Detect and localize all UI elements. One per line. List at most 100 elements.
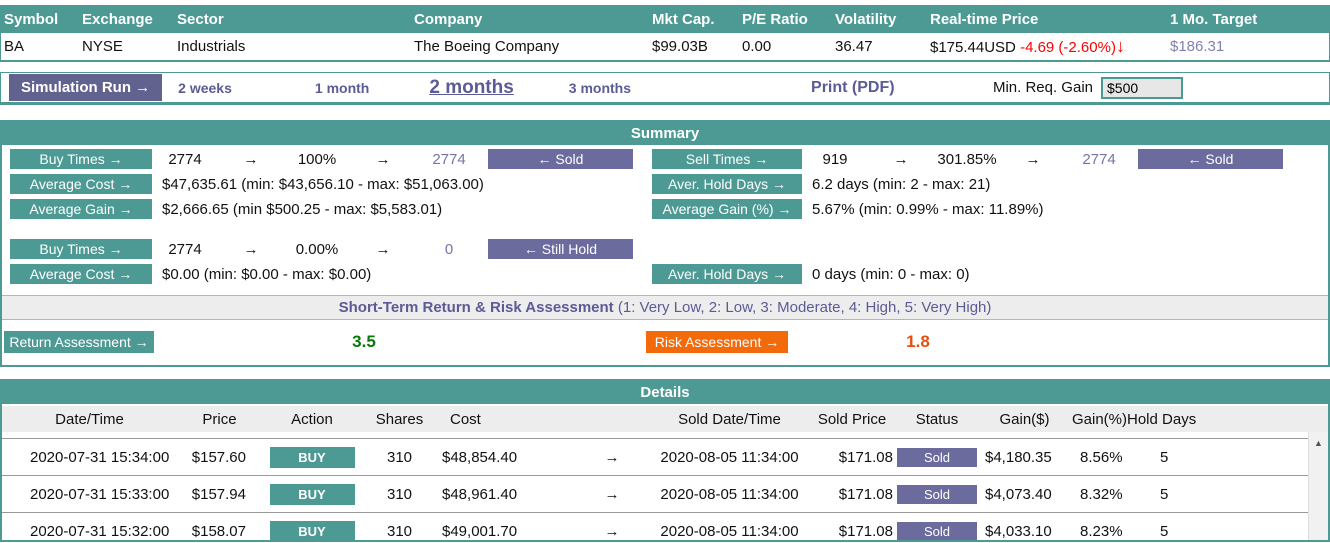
- price-change: -4.69 (-2.60%): [1020, 39, 1116, 56]
- sold-badge: ← Sold: [488, 149, 633, 169]
- summary-sold-times-row: Buy Times → 2774 → 100% → 2774 ← Sold Se…: [2, 148, 1328, 170]
- period-1-month[interactable]: 1 month: [314, 79, 370, 96]
- arrow-icon: →: [375, 240, 391, 258]
- arrow-icon: →: [375, 150, 391, 168]
- buy-action-badge: BUY: [269, 483, 355, 505]
- sold-datetime: 2020-08-05 11:34:00: [660, 522, 799, 540]
- still-hold-badge: ← Still Hold: [488, 239, 633, 259]
- summary-avg-cost-row: Average Cost → $47,635.61 (min: $43,656.…: [2, 173, 1328, 195]
- buy-times-label: Buy Times →: [10, 239, 152, 259]
- col-mkt-cap: Mkt Cap.: [652, 10, 715, 28]
- status-badge: Sold: [897, 521, 977, 540]
- scrollbar[interactable]: ▲: [1308, 432, 1328, 540]
- average-cost-label: Average Cost →: [10, 264, 152, 284]
- sold-price: $171.08: [838, 448, 893, 466]
- down-arrow-icon: ↓: [1115, 36, 1125, 56]
- status-badge: Sold: [897, 447, 977, 467]
- sold-price: $171.08: [838, 522, 893, 540]
- pe-ratio-value: 0.00: [742, 38, 772, 55]
- average-gain-label: Average Gain →: [10, 199, 152, 219]
- col-datetime: Date/Time: [55, 410, 124, 428]
- arrow-icon: →: [243, 240, 259, 258]
- gain-pct: 8.56%: [1080, 448, 1123, 466]
- sector-value: Industrials: [177, 38, 246, 55]
- min-req-gain-input[interactable]: [1101, 76, 1183, 99]
- sell-times-label: Sell Times →: [652, 149, 802, 169]
- gain-usd: $4,033.10: [985, 522, 1052, 540]
- hold-days-label: Aver. Hold Days →: [652, 174, 802, 194]
- col-symbol: Symbol: [4, 10, 59, 28]
- trade-datetime: 2020-07-31 15:34:00: [30, 448, 170, 466]
- hold-buy-final: 0: [444, 240, 454, 258]
- summary-panel: Summary Buy Times → 2774 → 100% → 2774 ←…: [0, 120, 1330, 367]
- col-cost: Cost: [450, 410, 481, 428]
- details-header-row: Date/Time Price Action Shares Cost Sold …: [2, 406, 1328, 432]
- average-cost-label: Average Cost →: [10, 174, 152, 194]
- trade-price: $158.07: [191, 522, 246, 540]
- assessment-title: Short-Term Return & Risk Assessment: [338, 299, 614, 316]
- table-row: 2020-07-31 15:32:00 $158.07 BUY 310 $49,…: [2, 512, 1308, 540]
- hold-buy-pct: 0.00%: [295, 240, 339, 258]
- assessment-header: Short-Term Return & Risk Assessment (1: …: [2, 295, 1328, 320]
- gain-pct: 8.32%: [1080, 485, 1123, 503]
- hold-days-value: 0 days (min: 0 - max: 0): [812, 265, 970, 283]
- sell-final: 2774: [1082, 150, 1116, 168]
- assessment-scale: (1: Very Low, 2: Low, 3: Moderate, 4: Hi…: [613, 299, 992, 316]
- period-3-months[interactable]: 3 months: [568, 79, 632, 96]
- buy-action-badge: BUY: [269, 520, 355, 540]
- details-panel: Details Date/Time Price Action Shares Co…: [0, 379, 1330, 542]
- arrow-icon: →: [604, 485, 620, 503]
- hold-days: 5: [1160, 448, 1169, 466]
- gain-usd: $4,180.35: [985, 448, 1052, 466]
- table-row: 2020-07-31 15:34:00 $157.60 BUY 310 $48,…: [2, 438, 1308, 475]
- arrow-icon: →: [1025, 150, 1041, 168]
- col-volatility: Volatility: [835, 10, 897, 28]
- details-rows: 2020-07-31 15:34:00 $157.60 BUY 310 $48,…: [2, 432, 1308, 540]
- average-gain-pct-label: Average Gain (%) →: [652, 199, 802, 219]
- risk-assessment-label: Risk Assessment →: [646, 331, 788, 353]
- sold-datetime: 2020-08-05 11:34:00: [660, 485, 799, 503]
- hold-days: 5: [1160, 522, 1169, 540]
- risk-assessment-value: 1.8: [906, 332, 930, 351]
- trade-price: $157.94: [191, 485, 246, 503]
- volatility-value: 36.47: [835, 38, 873, 55]
- col-gain-usd: Gain($): [999, 410, 1050, 428]
- price-value: $175.44USD: [930, 39, 1016, 56]
- hold-avg-cost-row: Average Cost → $0.00 (min: $0.00 - max: …: [2, 263, 1328, 285]
- summary-avg-gain-row: Average Gain → $2,666.65 (min $500.25 - …: [2, 198, 1328, 220]
- stock-header-row: Symbol Exchange Sector Company Mkt Cap. …: [1, 5, 1329, 33]
- status-badge: Sold: [897, 484, 977, 504]
- buy-action-badge: BUY: [269, 446, 355, 468]
- col-price: Price: [202, 410, 237, 428]
- col-company: Company: [414, 10, 483, 28]
- col-sold-price: Sold Price: [817, 410, 887, 428]
- target-price-value: $186.31: [1170, 38, 1225, 55]
- hold-days: 5: [1160, 485, 1169, 503]
- sold-price: $171.08: [838, 485, 893, 503]
- stock-value-row: BA NYSE Industrials The Boeing Company $…: [1, 33, 1329, 60]
- hold-buy-times-row: Buy Times → 2774 → 0.00% → 0 ← Still Hol…: [2, 238, 1328, 260]
- hold-average-cost-value: $0.00 (min: $0.00 - max: $0.00): [162, 265, 372, 283]
- hold-days-value: 6.2 days (min: 2 - max: 21): [812, 175, 991, 193]
- trade-cost: $49,001.70: [442, 522, 518, 540]
- period-2-weeks[interactable]: 2 weeks: [178, 79, 232, 96]
- print-pdf-link[interactable]: Print (PDF): [811, 78, 895, 96]
- hold-days-label: Aver. Hold Days →: [652, 264, 802, 284]
- summary-title: Summary: [2, 122, 1328, 145]
- arrow-icon: →: [893, 150, 909, 168]
- table-row: 2020-07-31 15:33:00 $157.94 BUY 310 $48,…: [2, 475, 1308, 512]
- trade-cost: $48,961.40: [442, 485, 518, 503]
- scroll-up-icon[interactable]: ▲: [1314, 438, 1323, 448]
- period-2-months[interactable]: 2 months: [429, 76, 514, 98]
- simulation-run-button[interactable]: Simulation Run →: [9, 74, 163, 101]
- details-title: Details: [2, 381, 1328, 404]
- trade-cost: $48,854.40: [442, 448, 518, 466]
- buy-times-label: Buy Times →: [10, 149, 152, 169]
- buy-final: 2774: [432, 150, 466, 168]
- average-cost-value: $47,635.61 (min: $43,656.10 - max: $51,0…: [162, 175, 484, 193]
- stock-info-panel: Symbol Exchange Sector Company Mkt Cap. …: [0, 5, 1330, 62]
- average-gain-value: $2,666.65 (min $500.25 - max: $5,583.01): [162, 200, 443, 218]
- col-sold-datetime: Sold Date/Time: [678, 410, 781, 428]
- gain-usd: $4,073.40: [985, 485, 1052, 503]
- exchange-value: NYSE: [82, 38, 123, 55]
